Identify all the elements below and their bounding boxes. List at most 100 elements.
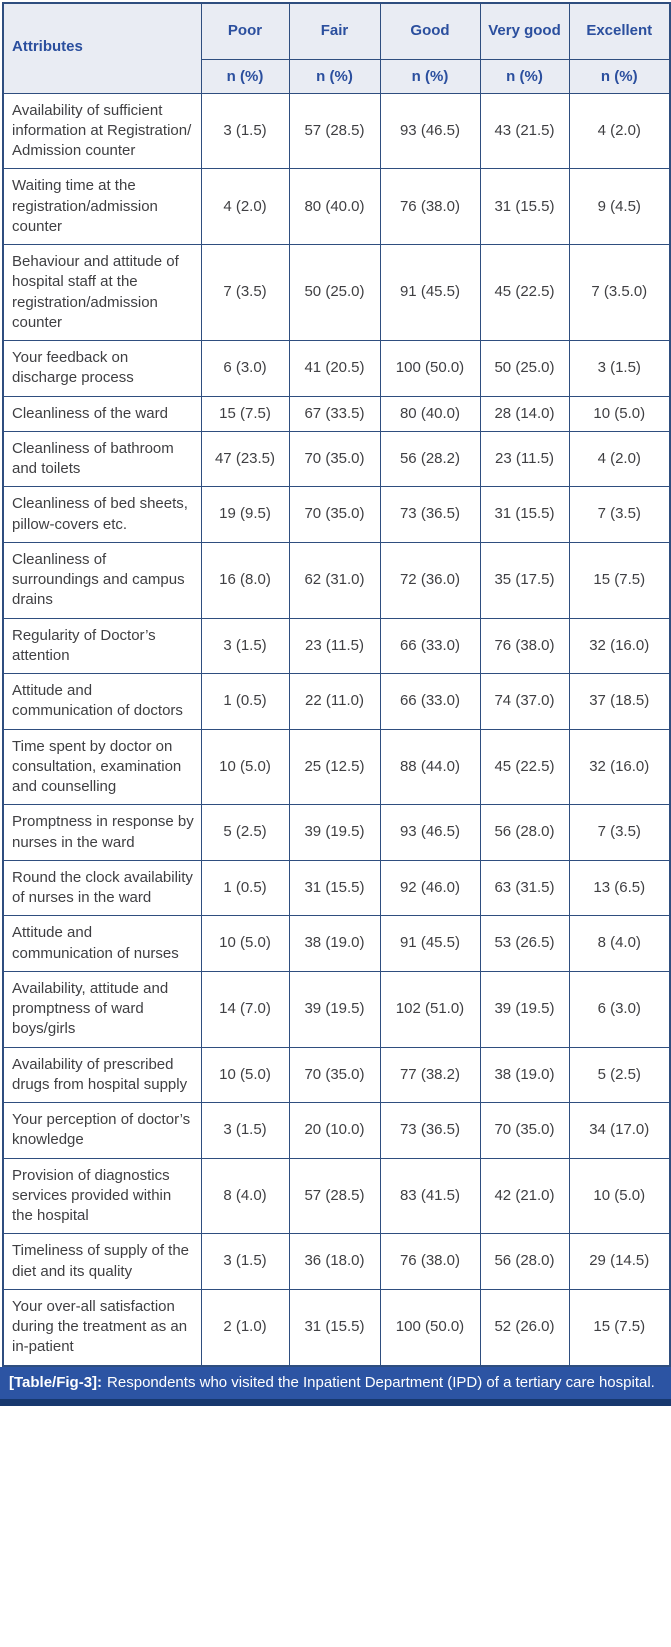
value-cell: 31 (15.5)	[288, 1288, 381, 1367]
table-row: Your over-all satisfaction during the tr…	[2, 1288, 671, 1367]
value-cell: 70 (35.0)	[288, 430, 381, 488]
value-cell: 6 (3.0)	[200, 340, 290, 397]
attribute-cell: Cleanliness of bed sheets, pillow-covers…	[2, 486, 202, 543]
table-header: Attributes Poor Fair Good Very good Exce…	[2, 2, 671, 94]
value-cell: 32 (16.0)	[568, 728, 671, 806]
subheader-n-pct-fair: n (%)	[288, 58, 381, 94]
subheader-n-pct-very-good: n (%)	[479, 58, 570, 94]
value-cell: 3 (1.5)	[200, 1102, 290, 1159]
value-cell: 93 (46.5)	[379, 92, 481, 170]
value-cell: 67 (33.5)	[288, 395, 381, 432]
attribute-cell: Promptness in response by nurses in the …	[2, 804, 202, 861]
subheader-n-pct-poor: n (%)	[200, 58, 290, 94]
attribute-cell: Provision of diagnostics services provid…	[2, 1157, 202, 1235]
value-cell: 50 (25.0)	[479, 340, 570, 397]
value-cell: 29 (14.5)	[568, 1233, 671, 1290]
value-cell: 70 (35.0)	[479, 1102, 570, 1159]
value-cell: 23 (11.5)	[288, 617, 381, 674]
attribute-cell: Availability of sufficient information a…	[2, 92, 202, 170]
attribute-cell: Cleanliness of the ward	[2, 395, 202, 432]
value-cell: 34 (17.0)	[568, 1102, 671, 1159]
value-cell: 39 (19.5)	[479, 970, 570, 1048]
value-cell: 15 (7.5)	[568, 1288, 671, 1367]
attribute-cell: Availability of prescribed drugs from ho…	[2, 1046, 202, 1103]
value-cell: 38 (19.0)	[288, 915, 381, 972]
value-cell: 57 (28.5)	[288, 1157, 381, 1235]
caption-label: [Table/Fig-3]:	[9, 1373, 103, 1391]
value-cell: 45 (22.5)	[479, 728, 570, 806]
value-cell: 93 (46.5)	[379, 804, 481, 861]
attribute-cell: Waiting time at the registration/​admiss…	[2, 168, 202, 245]
value-cell: 38 (19.0)	[479, 1046, 570, 1103]
value-cell: 39 (19.5)	[288, 804, 381, 861]
satisfaction-table: Attributes Poor Fair Good Very good Exce…	[2, 2, 671, 1367]
value-cell: 7 (3.5)	[568, 486, 671, 543]
value-cell: 31 (15.5)	[479, 486, 570, 543]
column-header-very-good: Very good	[479, 2, 570, 60]
value-cell: 10 (5.0)	[568, 1157, 671, 1235]
subheader-n-pct-good: n (%)	[379, 58, 481, 94]
value-cell: 56 (28.0)	[479, 1233, 570, 1290]
table-caption: [Table/Fig-3]: Respondents who visited th…	[0, 1366, 671, 1400]
value-cell: 5 (2.5)	[568, 1046, 671, 1103]
value-cell: 100 (50.0)	[379, 340, 481, 397]
table-row: Regularity of Doctor’s attention 3 (1.5) 2…	[2, 617, 671, 674]
value-cell: 5 (2.5)	[200, 804, 290, 861]
table-row: Attitude and communication of nurses 10 (…	[2, 915, 671, 972]
value-cell: 9 (4.5)	[568, 168, 671, 245]
value-cell: 19 (9.5)	[200, 486, 290, 543]
figure-table: Attributes Poor Fair Good Very good Exce…	[0, 2, 671, 1407]
value-cell: 32 (16.0)	[568, 617, 671, 674]
table-row: Cleanliness of bathroom and toilets 47 (2…	[2, 430, 671, 488]
value-cell: 70 (35.0)	[288, 486, 381, 543]
value-cell: 83 (41.5)	[379, 1157, 481, 1235]
column-header-poor: Poor	[200, 2, 290, 60]
caption-text: Respondents who visited the Inpatient De…	[107, 1373, 655, 1391]
table-row: Round the clock availability of nurses i…	[2, 859, 671, 917]
attribute-cell: Behaviour and attitude of hospital staff…	[2, 244, 202, 341]
attribute-cell: Cleanliness of bathroom and toilets	[2, 430, 202, 488]
caption-bottom-strip	[0, 1399, 671, 1407]
column-header-good: Good	[379, 2, 481, 60]
attribute-cell: Attitude and communication of nurses	[2, 915, 202, 972]
value-cell: 62 (31.0)	[288, 541, 381, 619]
value-cell: 31 (15.5)	[288, 859, 381, 917]
value-cell: 22 (11.0)	[288, 673, 381, 730]
value-cell: 8 (4.0)	[200, 1157, 290, 1235]
value-cell: 45 (22.5)	[479, 244, 570, 341]
table-row: Your feedback on discharge process 6 (3.0…	[2, 340, 671, 397]
value-cell: 37 (18.5)	[568, 673, 671, 730]
value-cell: 16 (8.0)	[200, 541, 290, 619]
value-cell: 100 (50.0)	[379, 1288, 481, 1367]
value-cell: 8 (4.0)	[568, 915, 671, 972]
value-cell: 7 (3.5)	[200, 244, 290, 341]
value-cell: 3 (1.5)	[200, 617, 290, 674]
value-cell: 72 (36.0)	[379, 541, 481, 619]
table-row: Cleanliness of bed sheets, pillow-covers…	[2, 486, 671, 543]
table-row: Availability of prescribed drugs from ho…	[2, 1046, 671, 1103]
value-cell: 13 (6.5)	[568, 859, 671, 917]
value-cell: 76 (38.0)	[479, 617, 570, 674]
attribute-cell: Regularity of Doctor’s attention	[2, 617, 202, 674]
value-cell: 15 (7.5)	[568, 541, 671, 619]
value-cell: 41 (20.5)	[288, 340, 381, 397]
value-cell: 10 (5.0)	[200, 728, 290, 806]
attribute-cell: Cleanliness of surroundings and campus d…	[2, 541, 202, 619]
rating-header-row: Attributes Poor Fair Good Very good Exce…	[2, 2, 671, 94]
value-cell: 3 (1.5)	[568, 340, 671, 397]
value-cell: 88 (44.0)	[379, 728, 481, 806]
value-cell: 39 (19.5)	[288, 970, 381, 1048]
attribute-cell: Timeliness of supply of the diet and its…	[2, 1233, 202, 1290]
value-cell: 53 (26.5)	[479, 915, 570, 972]
attribute-cell: Your over-all satisfaction during the tr…	[2, 1288, 202, 1367]
value-cell: 15 (7.5)	[200, 395, 290, 432]
value-cell: 3 (1.5)	[200, 92, 290, 170]
table-row: Provision of diagnostics services provid…	[2, 1157, 671, 1235]
value-cell: 52 (26.0)	[479, 1288, 570, 1367]
value-cell: 66 (33.0)	[379, 673, 481, 730]
table-row: Behaviour and attitude of hospital staff…	[2, 244, 671, 341]
table-body: Availability of sufficient information a…	[2, 92, 671, 1367]
value-cell: 47 (23.5)	[200, 430, 290, 488]
value-cell: 6 (3.0)	[568, 970, 671, 1048]
value-cell: 42 (21.0)	[479, 1157, 570, 1235]
